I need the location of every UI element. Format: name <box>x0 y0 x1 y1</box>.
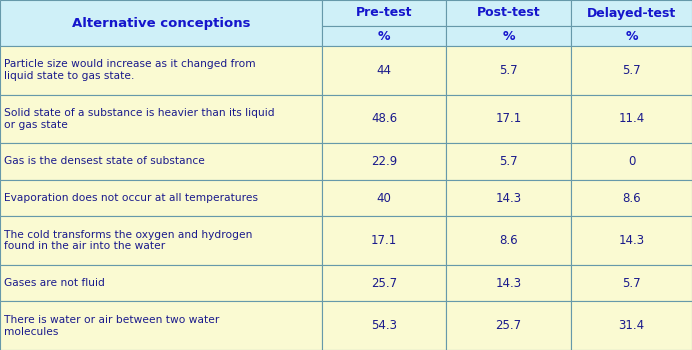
Text: 54.3: 54.3 <box>371 319 397 332</box>
Bar <box>446 180 571 216</box>
Text: 40: 40 <box>376 191 392 204</box>
Bar <box>571 216 692 265</box>
Text: 44: 44 <box>376 64 392 77</box>
Text: Alternative conceptions: Alternative conceptions <box>72 16 250 29</box>
Text: %: % <box>378 29 390 42</box>
Bar <box>0 46 322 94</box>
Bar <box>446 0 571 26</box>
Text: 5.7: 5.7 <box>622 276 641 290</box>
Text: 31.4: 31.4 <box>619 319 644 332</box>
Text: Gases are not fluid: Gases are not fluid <box>4 278 105 288</box>
Bar <box>322 180 446 216</box>
Text: 5.7: 5.7 <box>500 64 518 77</box>
Text: Pre-test: Pre-test <box>356 7 412 20</box>
Bar <box>322 46 446 94</box>
Bar <box>322 26 446 46</box>
Bar <box>322 265 446 301</box>
Text: Evaporation does not occur at all temperatures: Evaporation does not occur at all temper… <box>4 193 258 203</box>
Bar <box>0 143 322 180</box>
Bar <box>322 301 446 350</box>
Text: 0: 0 <box>628 155 635 168</box>
Text: Post-test: Post-test <box>477 7 540 20</box>
Bar <box>0 94 322 143</box>
Bar <box>571 301 692 350</box>
Text: 8.6: 8.6 <box>622 191 641 204</box>
Bar <box>446 143 571 180</box>
Bar <box>0 301 322 350</box>
Bar <box>571 143 692 180</box>
Bar <box>446 94 571 143</box>
Bar <box>0 180 322 216</box>
Text: Particle size would increase as it changed from
liquid state to gas state.: Particle size would increase as it chang… <box>4 60 255 81</box>
Bar <box>446 46 571 94</box>
Bar <box>0 216 322 265</box>
Text: 48.6: 48.6 <box>371 112 397 125</box>
Bar <box>0 265 322 301</box>
Text: Gas is the densest state of substance: Gas is the densest state of substance <box>4 156 205 166</box>
Text: 25.7: 25.7 <box>495 319 522 332</box>
Text: 14.3: 14.3 <box>619 234 644 247</box>
Text: 25.7: 25.7 <box>371 276 397 290</box>
Bar <box>446 301 571 350</box>
Text: There is water or air between two water
molecules: There is water or air between two water … <box>4 315 219 337</box>
Bar <box>322 143 446 180</box>
Bar <box>322 216 446 265</box>
Text: 5.7: 5.7 <box>622 64 641 77</box>
Text: 14.3: 14.3 <box>495 276 522 290</box>
Bar <box>446 26 571 46</box>
Text: 14.3: 14.3 <box>495 191 522 204</box>
Bar <box>571 94 692 143</box>
Text: 17.1: 17.1 <box>371 234 397 247</box>
Text: 22.9: 22.9 <box>371 155 397 168</box>
Text: %: % <box>625 29 638 42</box>
Bar <box>0 0 322 46</box>
Bar <box>571 46 692 94</box>
Bar <box>571 180 692 216</box>
Bar <box>322 0 446 26</box>
Text: 11.4: 11.4 <box>619 112 644 125</box>
Bar <box>322 94 446 143</box>
Bar <box>446 216 571 265</box>
Bar <box>446 265 571 301</box>
Bar <box>571 26 692 46</box>
Text: Delayed-test: Delayed-test <box>587 7 676 20</box>
Text: 5.7: 5.7 <box>500 155 518 168</box>
Text: The cold transforms the oxygen and hydrogen
found in the air into the water: The cold transforms the oxygen and hydro… <box>4 230 253 251</box>
Text: 8.6: 8.6 <box>500 234 518 247</box>
Bar <box>571 265 692 301</box>
Bar <box>571 0 692 26</box>
Text: Solid state of a substance is heavier than its liquid
or gas state: Solid state of a substance is heavier th… <box>4 108 275 130</box>
Text: %: % <box>502 29 515 42</box>
Text: 17.1: 17.1 <box>495 112 522 125</box>
